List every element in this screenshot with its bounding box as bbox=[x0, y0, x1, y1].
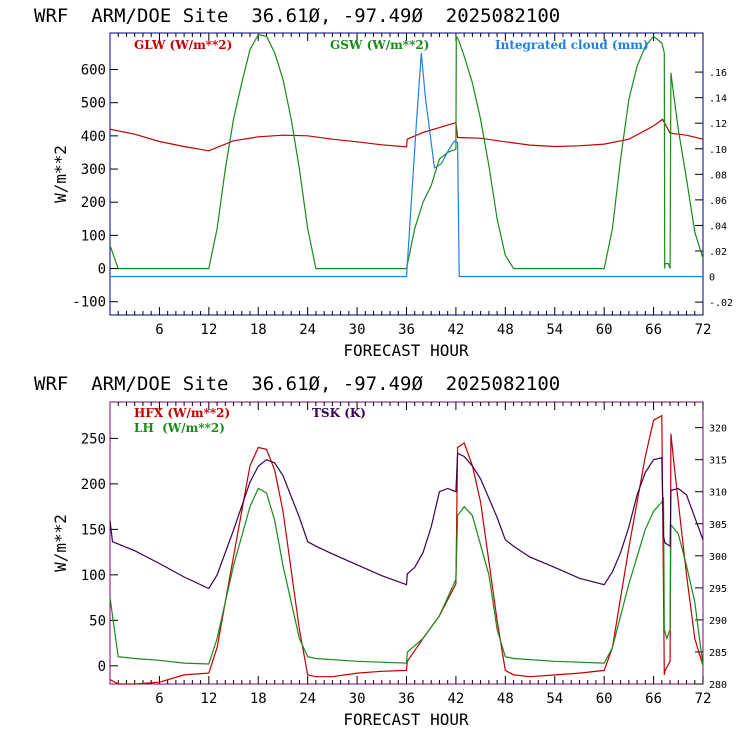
x-tick-label: 48 bbox=[497, 322, 514, 338]
x-tick-label: 12 bbox=[200, 322, 217, 338]
y-axis-ticks-top: -100 0 100 200 300 400 500 600 bbox=[72, 62, 118, 311]
x-tick-label: 30 bbox=[349, 322, 366, 338]
x-tick-label: 66 bbox=[645, 691, 662, 707]
legend-glw: GLW (W/m**2) bbox=[134, 38, 232, 52]
x-axis-label-top: FORECAST HOUR bbox=[343, 341, 469, 360]
series-line-hfx bbox=[109, 414, 704, 685]
y-tick-label: 400 bbox=[81, 129, 106, 145]
legend-tsk: TSK (K) bbox=[312, 406, 366, 420]
legend-hfx: HFX (W/m**2) bbox=[134, 406, 230, 420]
x-tick-label: 36 bbox=[398, 322, 415, 338]
y2-tick-label: 280 bbox=[709, 680, 727, 691]
y-tick-label: 150 bbox=[81, 522, 106, 538]
legend-lh: LH (W/m**2) bbox=[134, 421, 225, 435]
x-tick-label: 72 bbox=[695, 322, 712, 338]
y2-tick-label: .14 bbox=[709, 94, 727, 105]
y2-tick-label: -.02 bbox=[709, 298, 733, 309]
x-tick-label: 24 bbox=[299, 322, 316, 338]
y-axis-label-bottom: W/m**2 bbox=[51, 514, 70, 572]
y-tick-label: -100 bbox=[72, 295, 106, 311]
x-tick-label: 42 bbox=[447, 322, 464, 338]
y-tick-label: 0 bbox=[98, 262, 106, 278]
y2-tick-label: .02 bbox=[709, 247, 727, 258]
y2-tick-label: 290 bbox=[709, 616, 727, 627]
series-group-top bbox=[109, 34, 704, 278]
y2-tick-label: 285 bbox=[709, 648, 727, 659]
legend-gsw: GSW (W/m**2) bbox=[330, 38, 429, 52]
chart-title-top: WRF ARM/DOE Site 36.61Ø, -97.49Ø 2025082… bbox=[34, 5, 560, 27]
x-tick-label: 54 bbox=[546, 322, 563, 338]
x-tick-label: 6 bbox=[155, 691, 163, 707]
y-axis-ticks-bottom: 0 50 100 150 200 250 bbox=[81, 431, 118, 675]
series-line-glw bbox=[109, 118, 704, 152]
x-tick-label: 60 bbox=[596, 322, 613, 338]
series-group-bottom bbox=[109, 414, 704, 685]
y2-tick-label: 320 bbox=[709, 424, 727, 435]
panel-bottom-flux: WRF ARM/DOE Site 36.61Ø, -97.49Ø 2025082… bbox=[34, 373, 727, 729]
y-tick-label: 0 bbox=[98, 659, 106, 675]
x-tick-label: 60 bbox=[596, 691, 613, 707]
series-line-integrated-cloud bbox=[110, 52, 703, 278]
y2-tick-label: .16 bbox=[709, 68, 727, 79]
y-tick-label: 100 bbox=[81, 568, 106, 584]
x-tick-label: 24 bbox=[299, 691, 316, 707]
series-line-tsk bbox=[109, 452, 704, 590]
y2-axis-ticks-bottom: 280 285 290 295 300 305 310 315 320 bbox=[695, 424, 727, 691]
x-axis-ticks-top: 6 12 18 24 30 36 42 48 54 60 66 72 bbox=[117, 33, 712, 338]
x-tick-label: 18 bbox=[250, 322, 267, 338]
y2-tick-label: 310 bbox=[709, 488, 727, 499]
y2-tick-label: .04 bbox=[709, 221, 727, 232]
series-line-lh bbox=[109, 487, 704, 666]
y-tick-label: 200 bbox=[81, 477, 106, 493]
x-tick-label: 66 bbox=[645, 322, 662, 338]
x-tick-label: 54 bbox=[546, 691, 563, 707]
y2-tick-label: 305 bbox=[709, 520, 727, 531]
y-tick-label: 600 bbox=[81, 62, 106, 78]
y-tick-label: 100 bbox=[81, 228, 106, 244]
y2-axis-ticks-top: -.02 0 .02 .04 .06 .08 .10 .12 .14 .16 bbox=[695, 68, 733, 309]
x-axis-label-bottom: FORECAST HOUR bbox=[343, 710, 469, 729]
y-tick-label: 200 bbox=[81, 195, 106, 211]
legend-cloud: Integrated cloud (mm) bbox=[495, 38, 649, 52]
chart-title-bottom: WRF ARM/DOE Site 36.61Ø, -97.49Ø 2025082… bbox=[34, 373, 560, 395]
y-tick-label: 300 bbox=[81, 162, 106, 178]
x-tick-label: 12 bbox=[200, 691, 217, 707]
x-tick-label: 48 bbox=[497, 691, 514, 707]
x-axis-ticks-bottom: 6 12 18 24 30 36 42 48 54 60 66 72 bbox=[117, 402, 712, 707]
y-axis-label-top: W/m**2 bbox=[51, 145, 70, 203]
x-tick-label: 42 bbox=[447, 691, 464, 707]
y-tick-label: 50 bbox=[89, 613, 106, 629]
y2-tick-label: .08 bbox=[709, 170, 727, 181]
y-tick-label: 250 bbox=[81, 431, 106, 447]
x-tick-label: 18 bbox=[250, 691, 267, 707]
y2-tick-label: 300 bbox=[709, 552, 727, 563]
x-tick-label: 72 bbox=[695, 691, 712, 707]
y2-tick-label: .10 bbox=[709, 145, 727, 156]
y2-tick-label: .12 bbox=[709, 119, 727, 130]
y2-tick-label: 0 bbox=[709, 273, 715, 284]
x-tick-label: 36 bbox=[398, 691, 415, 707]
x-tick-label: 6 bbox=[155, 322, 163, 338]
y2-tick-label: .06 bbox=[709, 196, 727, 207]
panel-top-radiation: WRF ARM/DOE Site 36.61Ø, -97.49Ø 2025082… bbox=[34, 5, 733, 360]
y2-tick-label: 295 bbox=[709, 584, 727, 595]
y-tick-label: 500 bbox=[81, 96, 106, 112]
x-tick-label: 30 bbox=[349, 691, 366, 707]
y2-tick-label: 315 bbox=[709, 456, 727, 467]
series-line-gsw bbox=[109, 34, 704, 270]
